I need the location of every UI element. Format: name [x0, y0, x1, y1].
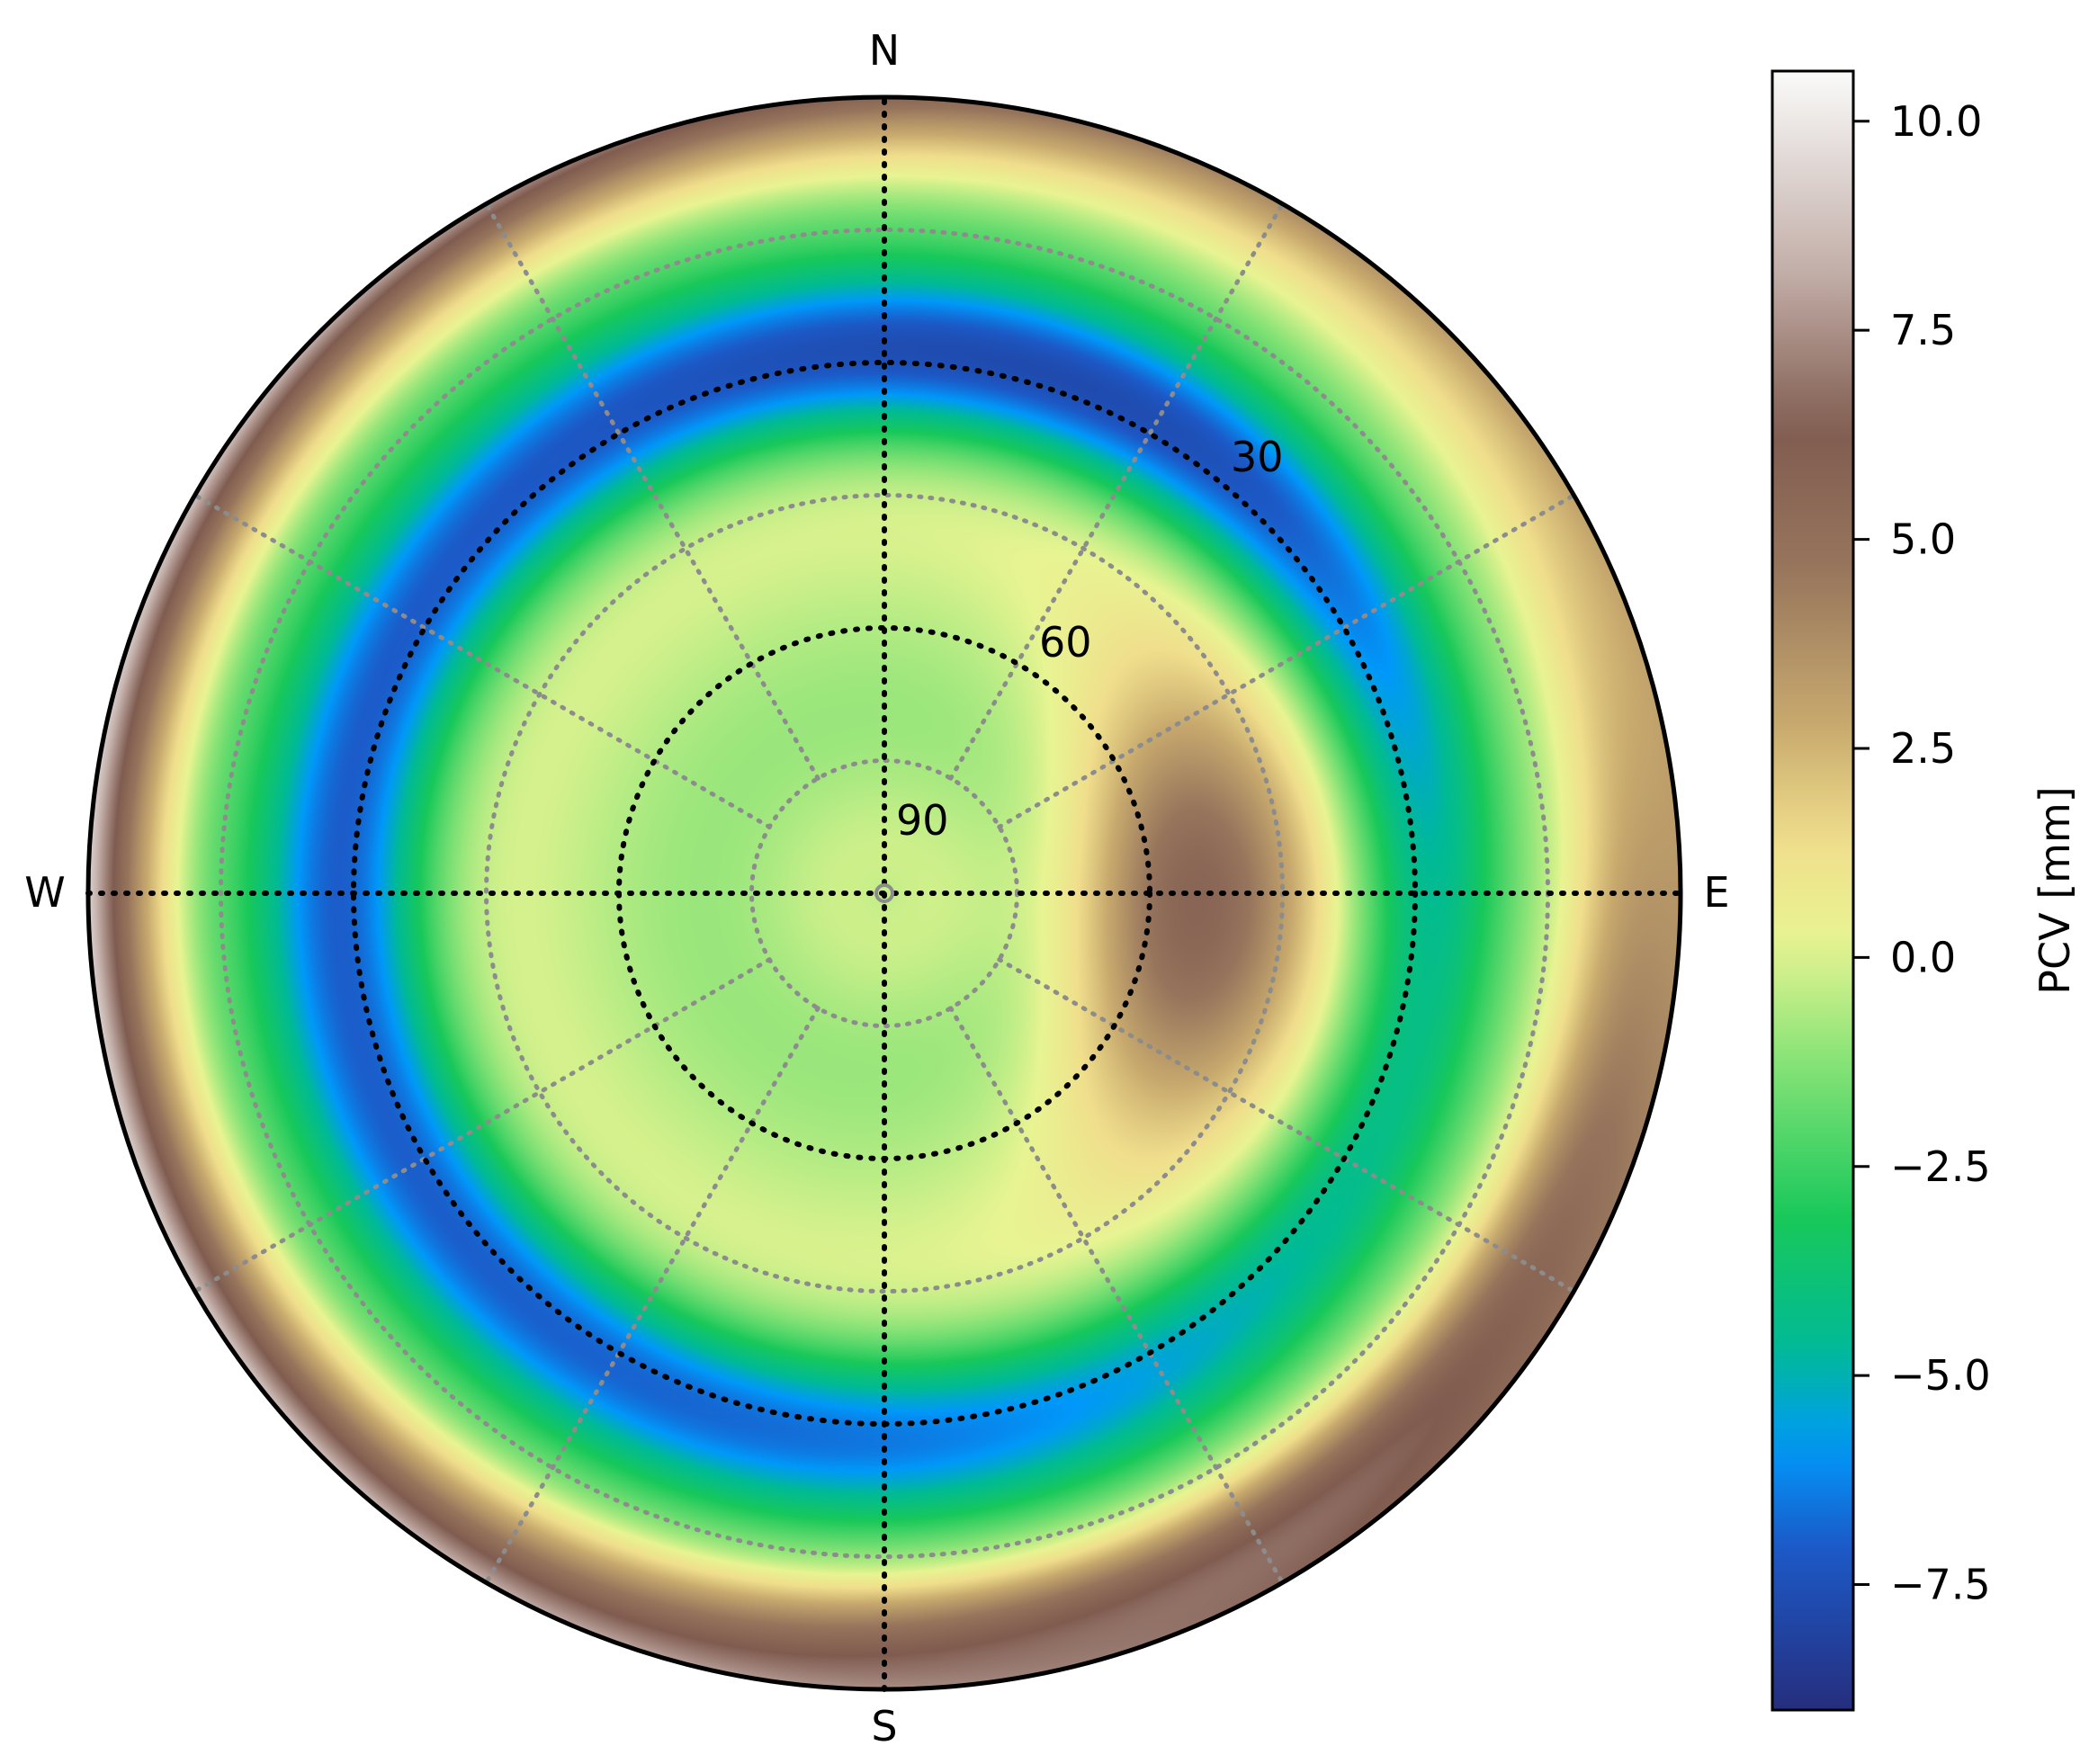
- colorbar-ticks: 10.0 7.5 5.0 2.5 0.0 −2.5 −5.0 −7.5: [1853, 97, 1991, 1609]
- colorbar-tick-label: −7.5: [1890, 1561, 1991, 1609]
- colorbar-tick-label: 0.0: [1890, 933, 1956, 981]
- colorbar-label: PCV [mm]: [2031, 786, 2079, 994]
- polar-grid: [85, 94, 1683, 1692]
- colorbar: 10.0 7.5 5.0 2.5 0.0 −2.5 −5.0 −7.5 PCV [mm]: [1771, 69, 2079, 1712]
- zenith-marker: [874, 883, 894, 903]
- minor-azimuth-line: [997, 493, 1576, 829]
- minor-azimuth-line: [948, 1006, 1285, 1585]
- minor-azimuth-line: [484, 1006, 820, 1585]
- minor-azimuth-line: [948, 201, 1285, 781]
- colorbar-tick-label: 10.0: [1890, 97, 1982, 146]
- colorbar-tick-label: 5.0: [1890, 515, 1956, 564]
- minor-azimuth-line: [997, 957, 1576, 1294]
- elevation-label-90: 90: [896, 796, 949, 845]
- minor-elevation-circle: [749, 758, 1019, 1028]
- colorbar-tick-label: 2.5: [1890, 724, 1956, 773]
- plot-boundary: [85, 94, 1683, 1692]
- colorbar-tick-label: 7.5: [1890, 306, 1956, 354]
- colorbar-tick-label: −5.0: [1890, 1351, 1991, 1400]
- north-label: N: [869, 26, 900, 75]
- east-label: E: [1703, 868, 1729, 917]
- colorbar-gradient: [1771, 69, 1855, 1712]
- minor-azimuth-line: [193, 957, 772, 1294]
- elevation-label-30: 30: [1231, 433, 1284, 481]
- south-label: S: [871, 1702, 897, 1751]
- minor-azimuth-line: [193, 493, 772, 829]
- colorbar-tick-label: −2.5: [1890, 1142, 1991, 1191]
- elevation-label-60: 60: [1039, 618, 1092, 667]
- minor-azimuth-line: [484, 201, 820, 781]
- west-label: W: [24, 868, 65, 917]
